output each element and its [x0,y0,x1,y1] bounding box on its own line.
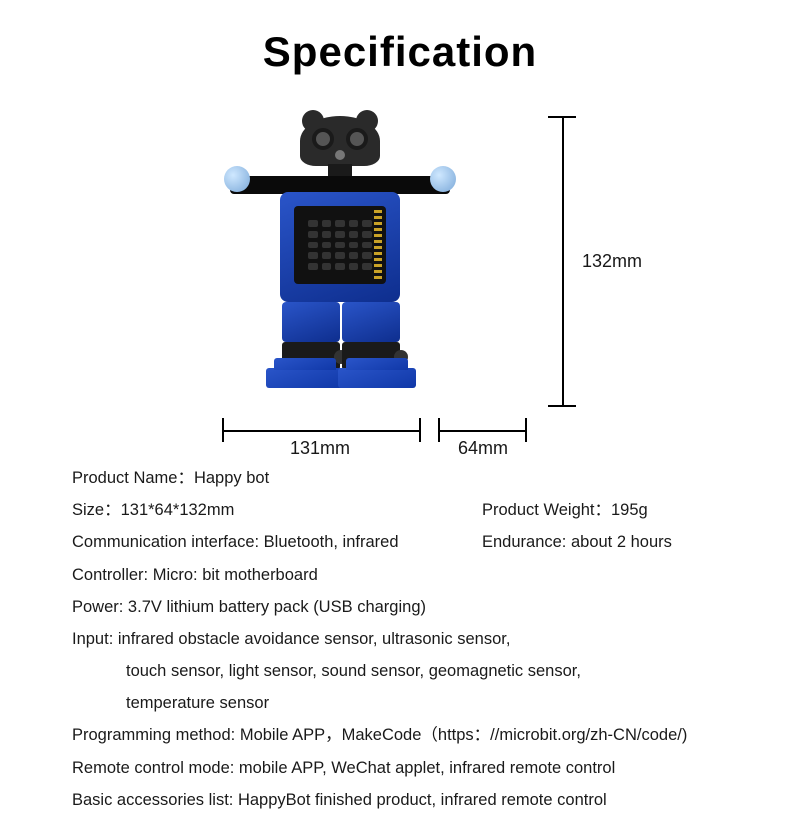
spec-programming: Programming method: Mobile APP，MakeCode（… [72,719,760,751]
spec-input1: Input: infrared obstacle avoidance senso… [72,623,760,655]
spec-power: Power: 3.7V lithium battery pack (USB ch… [72,591,760,623]
page-title: Specification [0,0,800,76]
spec-input2: touch sensor, light sensor, sound sensor… [72,655,760,687]
spec-endurance: Endurance: about 2 hours [482,526,760,558]
spec-product-name: Product Name：Happy bot [72,462,760,494]
spec-size: Size：131*64*132mm [72,494,482,526]
spec-input3: temperature sensor [72,687,760,719]
spec-text-block: Product Name：Happy bot Size：131*64*132mm… [72,462,760,816]
spec-comm: Communication interface: Bluetooth, infr… [72,526,482,558]
spec-controller: Controller: Micro: bit motherboard [72,559,760,591]
product-diagram: 132mm 131mm 64mm [0,76,800,446]
spec-weight: Product Weight：195g [482,494,760,526]
spec-remote: Remote control mode: mobile APP, WeChat … [72,752,760,784]
dim-line-width [222,430,420,432]
dim-width-label: 131mm [290,438,350,459]
dim-line-height [562,116,564,406]
robot-illustration [210,116,470,406]
dim-depth-label: 64mm [458,438,508,459]
dim-height-label: 132mm [582,251,642,272]
dim-line-depth [438,430,526,432]
